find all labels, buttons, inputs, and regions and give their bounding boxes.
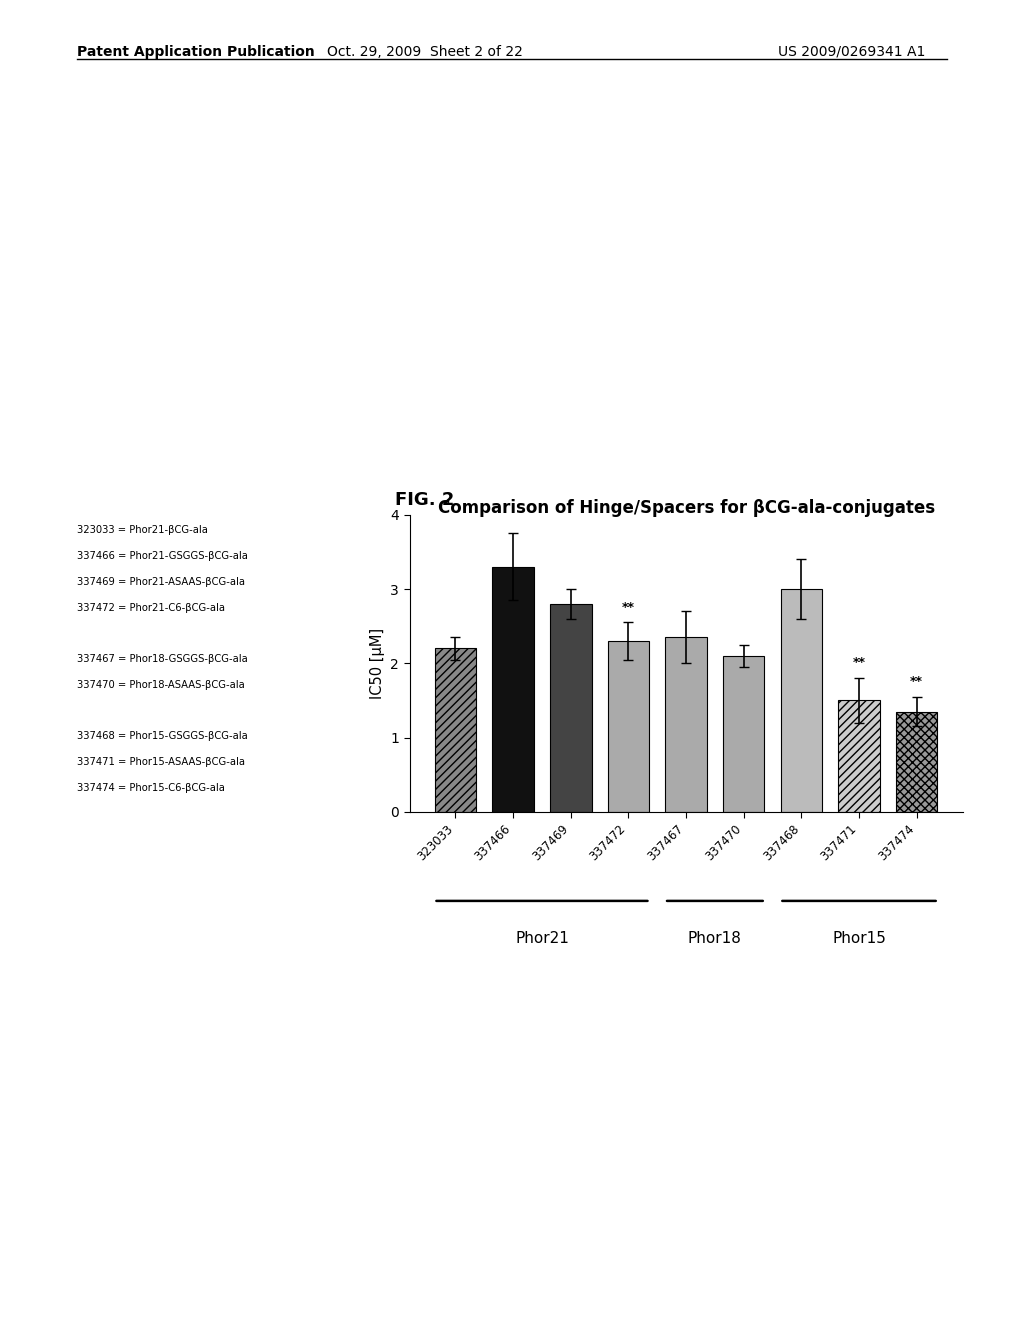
Text: 337469 = Phor21-ASAAS-βCG-ala: 337469 = Phor21-ASAAS-βCG-ala [77, 577, 245, 587]
Text: Patent Application Publication: Patent Application Publication [77, 45, 314, 59]
Text: **: ** [910, 675, 924, 688]
Text: 337466 = Phor21-GSGGS-βCG-ala: 337466 = Phor21-GSGGS-βCG-ala [77, 552, 248, 561]
Text: Oct. 29, 2009  Sheet 2 of 22: Oct. 29, 2009 Sheet 2 of 22 [327, 45, 523, 59]
Text: US 2009/0269341 A1: US 2009/0269341 A1 [778, 45, 926, 59]
Text: Phor15: Phor15 [833, 931, 886, 945]
Text: 337467 = Phor18-GSGGS-βCG-ala: 337467 = Phor18-GSGGS-βCG-ala [77, 655, 248, 664]
Bar [723, 656, 765, 812]
Text: **: ** [853, 656, 865, 669]
Bar [780, 589, 822, 812]
Text: Phor21: Phor21 [515, 931, 569, 945]
Bar [896, 711, 937, 812]
Bar [435, 648, 476, 812]
Text: Comparison of Hinge/Spacers for βCG-ala-conjugates: Comparison of Hinge/Spacers for βCG-ala-… [437, 499, 935, 517]
Y-axis label: IC50 [μM]: IC50 [μM] [370, 628, 385, 698]
Bar [839, 701, 880, 812]
Text: 323033 = Phor21-βCG-ala: 323033 = Phor21-βCG-ala [77, 525, 208, 536]
Text: Phor18: Phor18 [688, 931, 741, 945]
Text: 337474 = Phor15-C6-βCG-ala: 337474 = Phor15-C6-βCG-ala [77, 783, 224, 793]
Text: **: ** [622, 601, 635, 614]
Text: 337468 = Phor15-GSGGS-βCG-ala: 337468 = Phor15-GSGGS-βCG-ala [77, 731, 248, 742]
Bar [666, 638, 707, 812]
Text: 337472 = Phor21-C6-βCG-ala: 337472 = Phor21-C6-βCG-ala [77, 602, 225, 612]
Text: 337470 = Phor18-ASAAS-βCG-ala: 337470 = Phor18-ASAAS-βCG-ala [77, 680, 245, 690]
Bar [607, 642, 649, 812]
Text: FIG. 2: FIG. 2 [395, 491, 455, 510]
Bar [550, 605, 592, 812]
Text: 337471 = Phor15-ASAAS-βCG-ala: 337471 = Phor15-ASAAS-βCG-ala [77, 758, 245, 767]
Bar [493, 566, 534, 812]
